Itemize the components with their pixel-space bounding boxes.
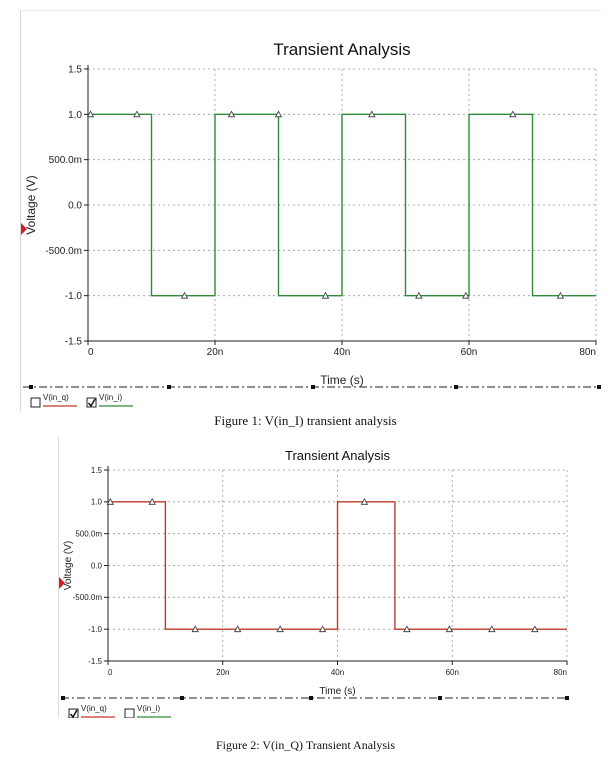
x-axis-label: Time (s) bbox=[319, 686, 355, 697]
y-tick-label: -1.0 bbox=[65, 291, 83, 302]
data-point-marker bbox=[274, 110, 283, 118]
data-point-marker bbox=[531, 625, 539, 633]
x-axis-label: Time (s) bbox=[320, 373, 364, 387]
data-point-marker bbox=[368, 110, 376, 118]
y-tick-label: -500.0m bbox=[73, 593, 103, 602]
y-tick-label: 1.0 bbox=[68, 110, 82, 121]
data-point-marker bbox=[445, 625, 454, 633]
x-tick-label: 80n bbox=[554, 668, 567, 677]
y-axis-label: Voltage (V) bbox=[63, 541, 74, 590]
resize-handle-icon bbox=[180, 696, 184, 700]
x-tick-label: 60n bbox=[461, 347, 478, 358]
data-point-marker bbox=[488, 625, 496, 633]
y-tick-label: 500.0m bbox=[75, 529, 102, 538]
legend-checkbox bbox=[124, 708, 135, 719]
data-point-marker bbox=[276, 625, 284, 633]
chart-title: Transient Analysis bbox=[285, 448, 391, 463]
data-point-marker bbox=[415, 291, 423, 299]
x-tick-label: 0 bbox=[88, 347, 94, 358]
data-point-marker bbox=[148, 497, 156, 505]
data-point-marker bbox=[556, 291, 565, 299]
data-point-marker bbox=[321, 291, 330, 299]
y-tick-label: -1.5 bbox=[88, 657, 102, 666]
y-tick-label: 1.5 bbox=[68, 65, 82, 76]
resize-handle-icon bbox=[565, 696, 569, 700]
legend-label: V(in_i) bbox=[99, 393, 122, 402]
y-tick-label: 500.0m bbox=[49, 155, 82, 166]
x-tick-label: 60n bbox=[446, 668, 459, 677]
y-tick-label: -1.0 bbox=[88, 625, 102, 634]
checkmark-icon bbox=[87, 398, 96, 408]
x-tick-label: 20n bbox=[207, 347, 224, 358]
y-tick-label: 0.0 bbox=[91, 561, 103, 570]
resize-handle-icon bbox=[61, 696, 65, 700]
figure-1-caption: Figure 1: V(in_I) transient analysis bbox=[214, 413, 397, 428]
x-tick-label: 20n bbox=[216, 668, 229, 677]
y-tick-label: 0.0 bbox=[68, 201, 82, 212]
resize-handle-icon bbox=[597, 385, 601, 389]
data-point-marker bbox=[403, 625, 411, 633]
chart-svg-1: Transient Analysis 1.5 1.0 500.0m 0.0 -500.0m… bbox=[21, 40, 601, 414]
y-tick-label: -500.0m bbox=[45, 246, 82, 257]
data-point-marker bbox=[133, 110, 141, 118]
series-line-V(in_q) bbox=[108, 501, 567, 630]
y-tick-label: 1.5 bbox=[91, 466, 103, 475]
legend-label: V(in_i) bbox=[137, 704, 160, 713]
legend-checkbox bbox=[86, 397, 97, 408]
data-point-marker bbox=[360, 497, 369, 505]
data-point-marker bbox=[318, 625, 327, 633]
legend-label: V(in_q) bbox=[81, 704, 107, 713]
resize-handle-icon bbox=[309, 696, 313, 700]
chart-svg-2: Transient Analysis 1.5 1.0 500.0m 0.0 -500.0m… bbox=[59, 448, 569, 725]
chart-panel-1: Transient Analysis 1.5 1.0 500.0m 0.0 -500.0m… bbox=[20, 10, 601, 414]
resize-handle-icon bbox=[29, 385, 33, 389]
y-tick-label: 1.0 bbox=[91, 498, 103, 507]
chart-panel-2: Transient Analysis 1.5 1.0 500.0m 0.0 -500.0m… bbox=[58, 436, 571, 725]
x-tick-label: 40n bbox=[334, 347, 351, 358]
legend-checkbox bbox=[30, 397, 41, 408]
resize-handle-icon bbox=[454, 385, 458, 389]
cursor-marker-icon bbox=[21, 223, 27, 235]
resize-handle-icon bbox=[311, 385, 315, 389]
x-tick-label: 40n bbox=[331, 668, 344, 677]
data-point-marker bbox=[86, 110, 95, 118]
data-point-marker bbox=[180, 291, 189, 299]
data-point-marker bbox=[462, 291, 470, 299]
resize-handle-icon bbox=[438, 696, 442, 700]
figure-2-caption: Figure 2: V(in_Q) Transient Analysis bbox=[215, 738, 396, 752]
y-tick-label: -1.5 bbox=[65, 337, 83, 348]
checkmark-icon bbox=[69, 709, 78, 719]
legend-label: V(in_q) bbox=[43, 393, 69, 402]
y-axis-label: Voltage (V) bbox=[24, 175, 38, 234]
resize-handle-icon bbox=[167, 385, 171, 389]
data-point-marker bbox=[191, 625, 199, 633]
x-tick-label: 0 bbox=[108, 668, 113, 677]
data-point-marker bbox=[227, 110, 236, 118]
data-point-marker bbox=[233, 625, 242, 633]
chart-title: Transient Analysis bbox=[273, 40, 410, 59]
data-point-marker bbox=[106, 497, 114, 505]
x-tick-label: 80n bbox=[579, 347, 596, 358]
cursor-marker-icon bbox=[59, 577, 65, 589]
data-point-marker bbox=[509, 110, 517, 118]
